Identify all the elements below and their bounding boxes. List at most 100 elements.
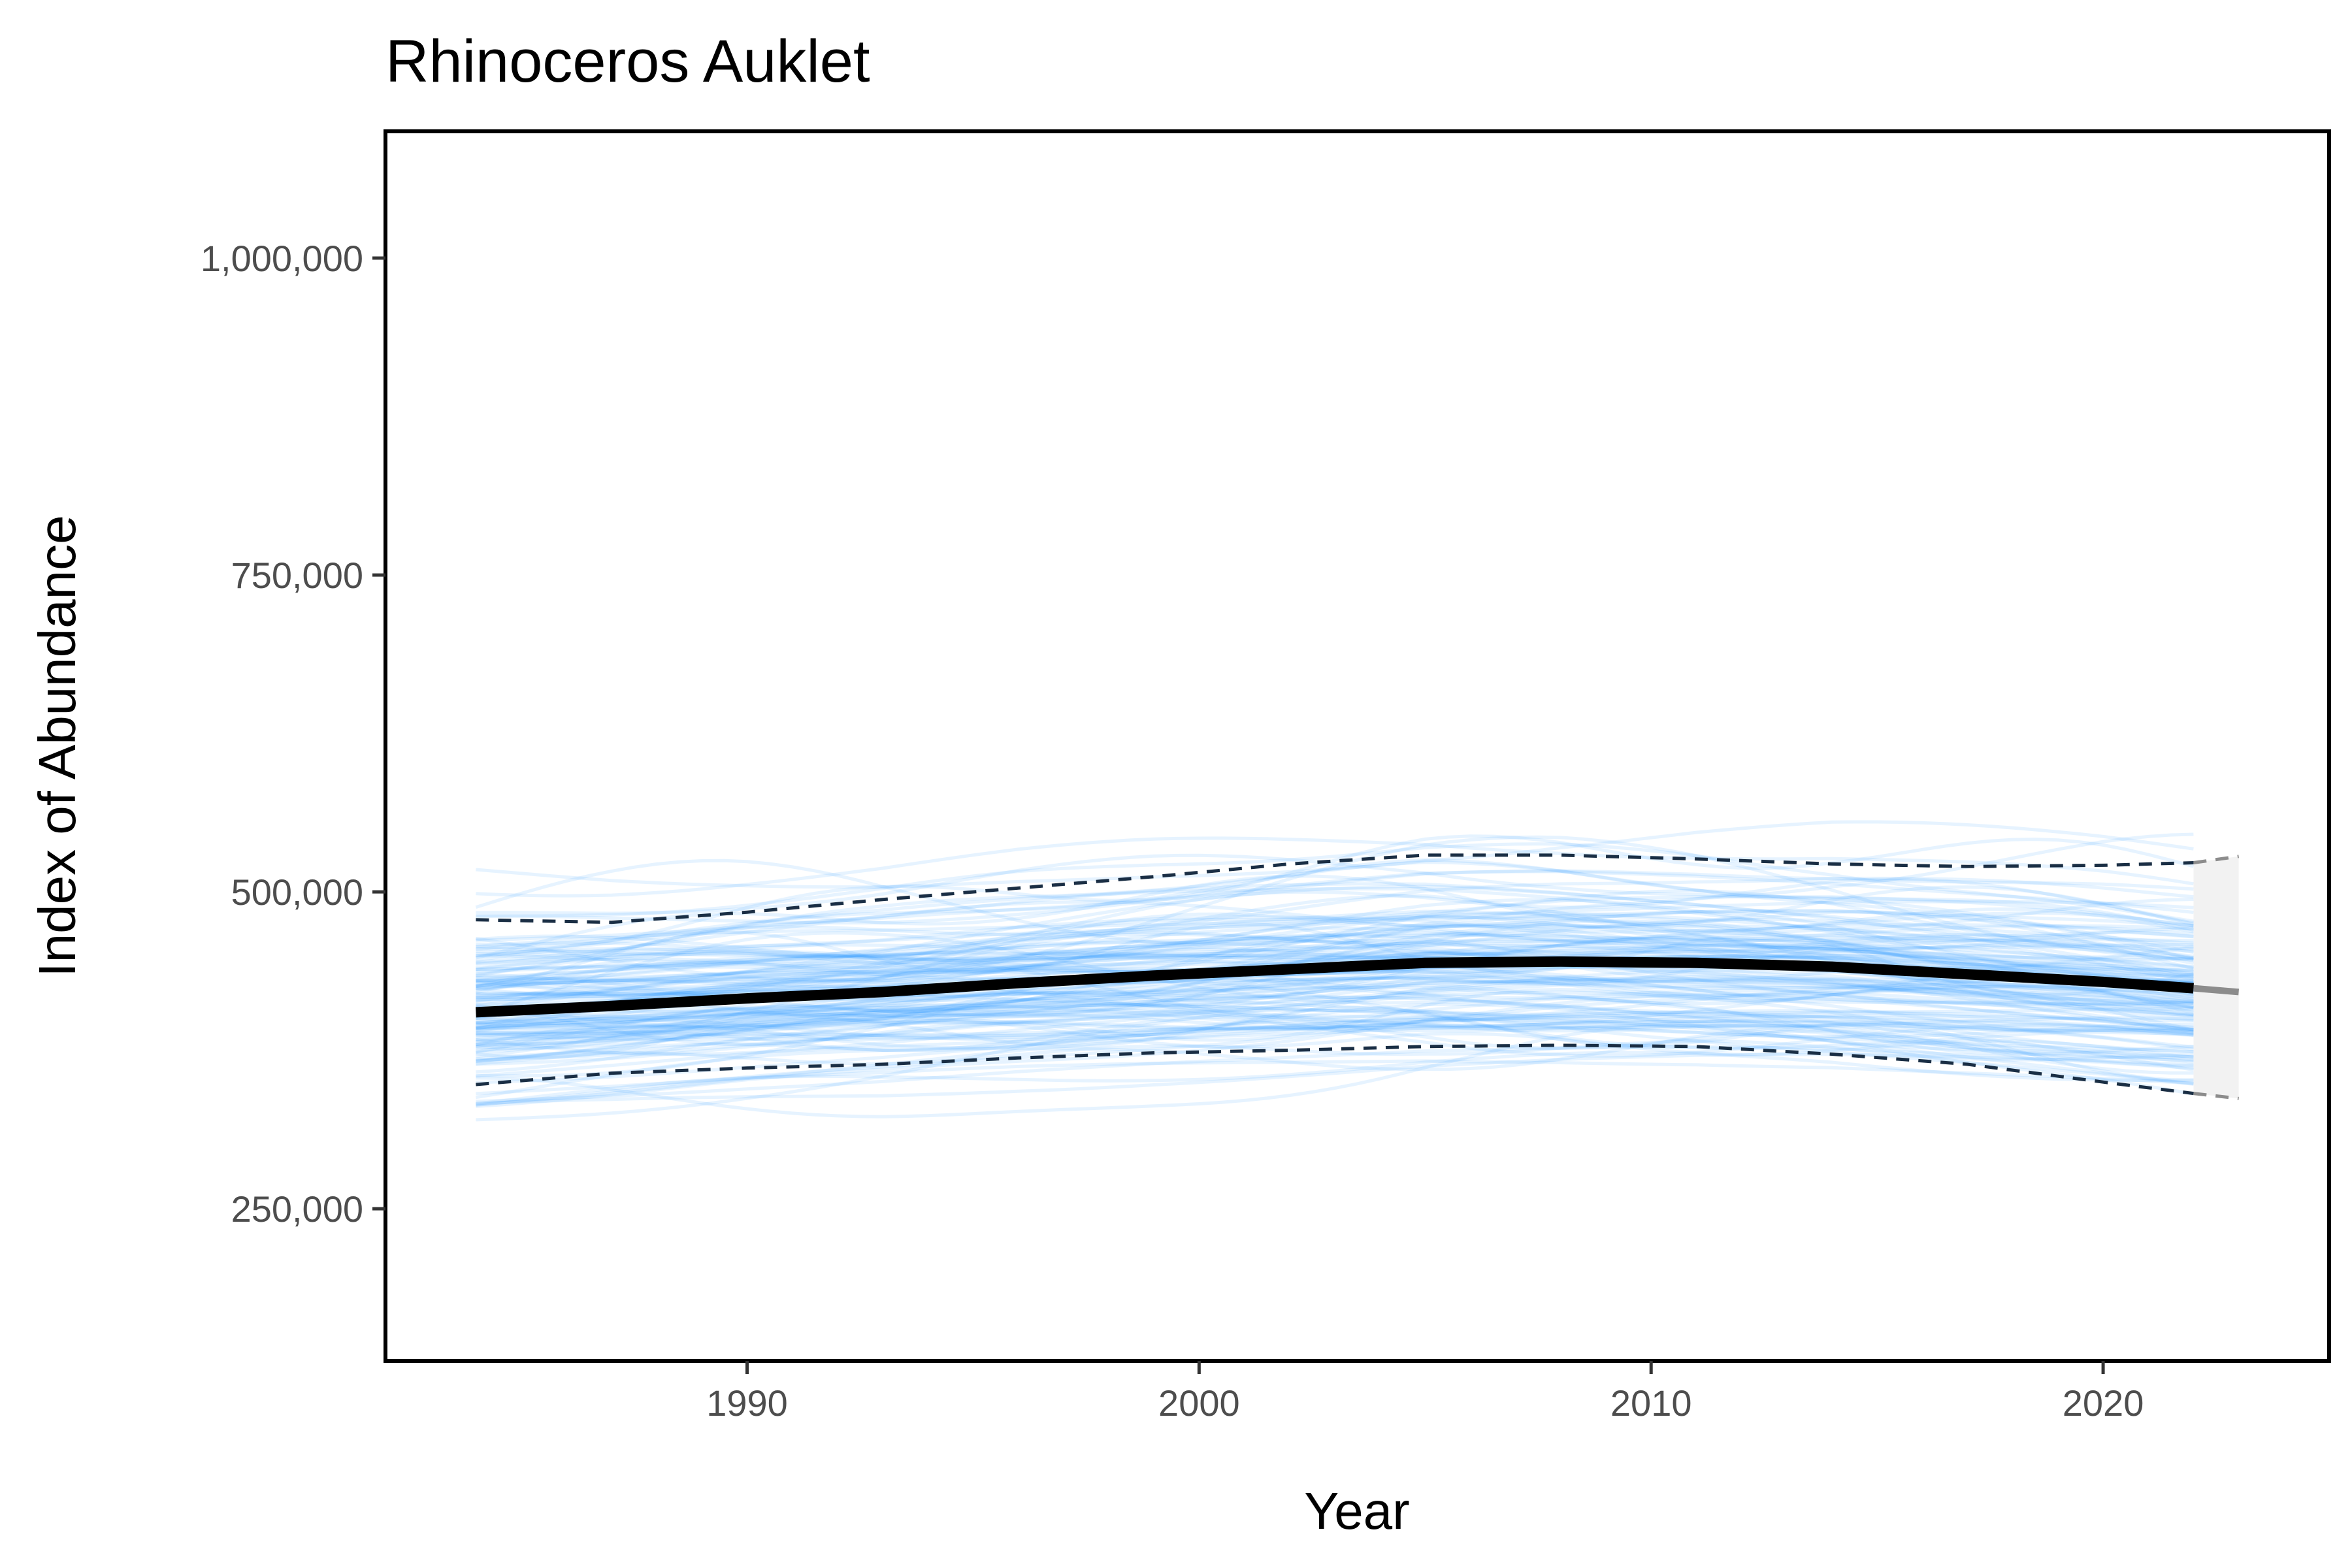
sample-line — [476, 914, 2194, 1029]
sample-line — [476, 1024, 2194, 1119]
sample-line — [476, 935, 2194, 998]
projection-median-line — [2193, 985, 2240, 996]
sample-line — [475, 832, 2194, 947]
sample-line — [476, 986, 2194, 1062]
sample-line — [476, 908, 2194, 1009]
sample-line — [476, 955, 2194, 1030]
sample-line — [476, 894, 2194, 983]
sample-line — [476, 975, 2194, 1009]
sample-line — [476, 877, 2194, 962]
sample-line — [476, 979, 2194, 1035]
sample-line — [476, 985, 2194, 1029]
sample-line — [476, 990, 2194, 1122]
sample-line — [476, 1021, 2194, 1050]
sample-line — [476, 992, 2194, 1108]
sample-line — [476, 1045, 2194, 1103]
sample-line — [476, 900, 2194, 949]
sample-line — [476, 900, 2194, 977]
sample-line — [476, 1004, 2194, 1059]
sample-line — [475, 910, 2194, 994]
sample-line — [476, 938, 2194, 985]
sample-line — [476, 955, 2194, 1010]
sample-line — [476, 975, 2194, 1066]
chart-title: Rhinoceros Auklet — [385, 28, 870, 95]
sample-line — [476, 943, 2194, 1032]
sample-line — [476, 909, 2194, 965]
sample-line — [475, 931, 2194, 1016]
sample-line — [476, 915, 2194, 1004]
sample-line — [476, 876, 2194, 983]
sample-line — [476, 898, 2194, 971]
median-trend-line — [476, 956, 2194, 1018]
sample-line — [476, 1017, 2194, 1041]
sample-line — [476, 1039, 2194, 1066]
sample-line — [476, 960, 2194, 1020]
x-axis: 1990 2000 2010 2020 — [706, 1361, 2144, 1424]
sample-line — [476, 1007, 2194, 1066]
plot-border — [384, 129, 2331, 1363]
sample-line — [476, 914, 2194, 967]
sample-line — [476, 924, 2194, 1021]
sample-line — [476, 1022, 2194, 1054]
sample-line — [476, 1001, 2194, 1071]
sample-line — [476, 941, 2194, 1020]
sample-line — [476, 870, 2194, 924]
sample-line — [476, 987, 2194, 1085]
sample-line — [476, 1059, 2194, 1096]
y-tick-label: 500,000 — [231, 872, 363, 913]
sample-line — [476, 1051, 2194, 1105]
sample-line — [476, 949, 2194, 973]
x-tick-label: 2000 — [1158, 1382, 1240, 1424]
series-lines — [476, 853, 2194, 1096]
sample-line — [476, 1009, 2194, 1086]
sample-line — [476, 996, 2194, 1107]
sample-line — [476, 968, 2194, 1046]
sample-line — [476, 977, 2194, 1078]
projection-upper-line — [2193, 855, 2239, 864]
sample-line — [476, 962, 2194, 1025]
projection-band — [2193, 856, 2239, 1099]
sample-line — [476, 1007, 2194, 1107]
sample-line — [476, 979, 2194, 1037]
sample-line — [476, 947, 2194, 1048]
sample-line — [476, 980, 2194, 1078]
sample-line — [476, 869, 2194, 958]
x-axis-title: Year — [1304, 1482, 1410, 1540]
sample-line — [476, 919, 2194, 998]
projection-lower-line — [2193, 1092, 2239, 1100]
y-tick-label: 1,000,000 — [201, 238, 363, 279]
y-axis: 250,000 500,000 750,000 1,000,000 — [201, 238, 385, 1230]
sample-line — [476, 978, 2194, 1041]
sample-line — [476, 1053, 2194, 1105]
sample-line — [476, 1002, 2194, 1100]
x-tick-label: 1990 — [706, 1382, 788, 1424]
sample-line — [476, 995, 2194, 1037]
sample-line — [476, 882, 2194, 945]
sample-line — [476, 1013, 2194, 1062]
sample-line — [476, 1014, 2194, 1062]
sample-line — [476, 820, 2194, 889]
sample-line — [476, 968, 2194, 1063]
sample-line — [476, 953, 2194, 991]
sample-line — [476, 1005, 2194, 1051]
lower-interval-line — [476, 1043, 2194, 1096]
sample-line — [476, 1005, 2194, 1083]
x-tick-label: 2010 — [1610, 1382, 1692, 1424]
sample-line — [475, 1015, 2194, 1075]
sample-line — [476, 1020, 2194, 1068]
sample-line — [476, 970, 2194, 1054]
sample-line — [476, 834, 2195, 950]
sample-line — [476, 933, 2194, 962]
sample-line — [476, 915, 2194, 1001]
upper-interval-line — [476, 853, 2194, 924]
sample-lines — [475, 820, 2195, 1122]
sample-line — [476, 1012, 2194, 1064]
sample-line — [475, 979, 2194, 1029]
sample-line — [476, 842, 2194, 925]
y-axis-title: Index of Abundance — [28, 515, 86, 977]
sample-line — [476, 885, 2194, 1012]
sample-line — [476, 989, 2194, 1064]
sample-line — [476, 836, 2194, 898]
sample-line — [476, 917, 2194, 1003]
